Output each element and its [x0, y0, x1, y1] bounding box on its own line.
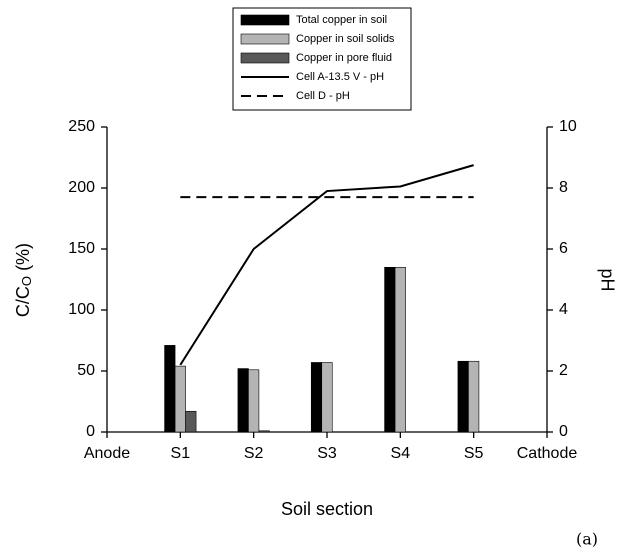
bar: [258, 430, 270, 433]
y2-axis-label: pH: [597, 268, 617, 291]
x-tick-label: S3: [317, 445, 337, 462]
legend-label: Cell D - pH: [296, 90, 350, 102]
x-tick-label: S1: [171, 445, 191, 462]
legend-swatch: [240, 14, 290, 26]
bar: [457, 360, 469, 433]
legend-swatch: [240, 33, 290, 45]
bar: [248, 369, 260, 433]
x-tick-label: Cathode: [517, 445, 578, 462]
bar: [321, 362, 333, 433]
line: [179, 164, 474, 366]
y2-tick-label: 4: [559, 301, 568, 318]
x-axis-label: Soil section: [281, 499, 373, 519]
y2-tick-label: 10: [559, 118, 577, 135]
legend-label: Total copper in soil: [296, 14, 387, 26]
y-label-sub: O: [19, 276, 34, 286]
x-tick-label: Anode: [84, 445, 130, 462]
y-tick-label: 50: [77, 362, 95, 379]
y2-tick-label: 6: [559, 240, 568, 257]
y-label-main: C/C: [13, 286, 33, 317]
y-tick-label: 0: [86, 423, 95, 440]
bar: [164, 345, 176, 433]
bar: [174, 365, 186, 433]
y-tick-label: 250: [68, 118, 95, 135]
y-tick-label: 200: [68, 179, 95, 196]
legend-label: Copper in soil solids: [296, 33, 395, 45]
bar: [468, 360, 480, 433]
bar: [384, 266, 396, 433]
bar: [237, 368, 249, 433]
y-tick-label: 100: [68, 301, 95, 318]
x-tick-label: S5: [464, 445, 484, 462]
legend-swatch: [240, 52, 290, 64]
bar: [185, 410, 197, 433]
y2-tick-label: 0: [559, 423, 568, 440]
y-label-unit: (%): [13, 243, 33, 276]
y2-tick-label: 8: [559, 179, 568, 196]
legend-label: Cell A-13.5 V - pH: [296, 71, 384, 83]
bar: [394, 266, 406, 433]
legend-label: Copper in pore fluid: [296, 52, 392, 64]
y-tick-label: 150: [68, 240, 95, 257]
bar: [310, 362, 323, 433]
x-tick-label: S2: [244, 445, 264, 462]
annotation: (a): [576, 530, 598, 549]
y2-tick-label: 2: [559, 362, 568, 379]
y-axis-label: C/CO (%): [13, 243, 35, 317]
x-tick-label: S4: [391, 445, 411, 462]
